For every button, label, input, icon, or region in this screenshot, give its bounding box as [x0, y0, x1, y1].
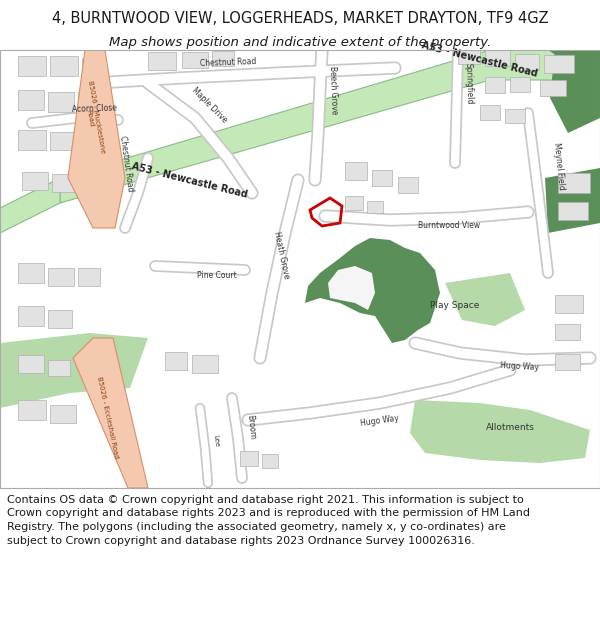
Text: Pine Court: Pine Court [197, 271, 237, 280]
Text: 4, BURNTWOOD VIEW, LOGGERHEADS, MARKET DRAYTON, TF9 4GZ: 4, BURNTWOOD VIEW, LOGGERHEADS, MARKET D… [52, 11, 548, 26]
Text: Play Space: Play Space [430, 301, 479, 310]
Text: Lee: Lee [212, 434, 219, 447]
Bar [367, 201, 383, 213]
Text: Contains OS data © Crown copyright and database right 2021. This information is : Contains OS data © Crown copyright and d… [7, 495, 530, 546]
Polygon shape [410, 400, 590, 463]
Bar [558, 173, 590, 193]
Bar [78, 92, 98, 110]
Bar [18, 56, 46, 76]
Text: Springfield: Springfield [463, 63, 473, 105]
Bar [82, 58, 104, 76]
Polygon shape [328, 266, 375, 310]
Bar [165, 352, 187, 370]
Polygon shape [545, 168, 600, 233]
Polygon shape [60, 50, 600, 203]
Text: A53 - Newcastle Road: A53 - Newcastle Road [131, 162, 249, 200]
Text: Acorn Close: Acorn Close [72, 103, 117, 114]
Bar [505, 109, 525, 123]
Polygon shape [548, 50, 600, 83]
Polygon shape [305, 238, 440, 343]
Bar [515, 54, 539, 70]
Polygon shape [73, 338, 148, 488]
Text: Hugo Way: Hugo Way [500, 361, 539, 372]
Bar [148, 52, 176, 70]
Text: Allotments: Allotments [485, 423, 535, 432]
Bar [50, 56, 78, 76]
Polygon shape [0, 178, 60, 233]
Bar [18, 90, 44, 110]
Bar [555, 354, 580, 370]
Bar [240, 451, 258, 466]
Bar [510, 77, 530, 92]
Bar [558, 202, 588, 220]
Text: Burntwood View: Burntwood View [418, 221, 480, 230]
Bar [48, 268, 74, 286]
Text: Map shows position and indicative extent of the property.: Map shows position and indicative extent… [109, 36, 491, 49]
Text: Heath Grove: Heath Grove [272, 231, 291, 280]
Bar [398, 177, 418, 193]
Bar [480, 105, 500, 120]
Bar [48, 310, 72, 328]
Bar [485, 77, 505, 93]
Polygon shape [550, 50, 600, 133]
Bar [78, 268, 100, 286]
Text: Meynel Field: Meynel Field [552, 142, 566, 190]
Bar [50, 405, 76, 423]
Bar [192, 355, 218, 373]
Bar [544, 55, 574, 73]
Text: Broom: Broom [245, 414, 257, 440]
Bar [458, 50, 480, 64]
Bar [345, 162, 367, 180]
Text: Chestnut Road: Chestnut Road [118, 135, 135, 192]
Bar [18, 306, 44, 326]
Bar [212, 51, 234, 66]
Text: Hugo Way: Hugo Way [360, 414, 400, 428]
Bar [48, 92, 74, 112]
Text: B5026 - Eccleshall Road: B5026 - Eccleshall Road [97, 376, 119, 459]
Bar [555, 295, 583, 313]
Bar [48, 360, 70, 376]
Bar [22, 172, 48, 190]
Bar [540, 80, 566, 96]
Text: Maple Drive: Maple Drive [190, 86, 229, 125]
Bar [18, 130, 46, 150]
Bar [18, 355, 44, 373]
Bar [345, 196, 363, 210]
Text: Chestnut Road: Chestnut Road [200, 57, 256, 68]
Text: Beech Grove: Beech Grove [328, 66, 338, 115]
Bar [50, 132, 74, 150]
Polygon shape [0, 333, 148, 408]
Polygon shape [445, 273, 525, 326]
Bar [52, 174, 78, 192]
Bar [262, 454, 278, 468]
Bar [18, 400, 46, 420]
Polygon shape [68, 50, 125, 228]
Bar [18, 263, 44, 283]
Bar [485, 50, 510, 66]
Bar [555, 324, 580, 340]
Text: A53 - Newcastle Road: A53 - Newcastle Road [421, 41, 539, 79]
Bar [182, 52, 208, 68]
Bar [372, 170, 392, 186]
Text: B5026 - Mucklestone
Road: B5026 - Mucklestone Road [80, 81, 106, 156]
